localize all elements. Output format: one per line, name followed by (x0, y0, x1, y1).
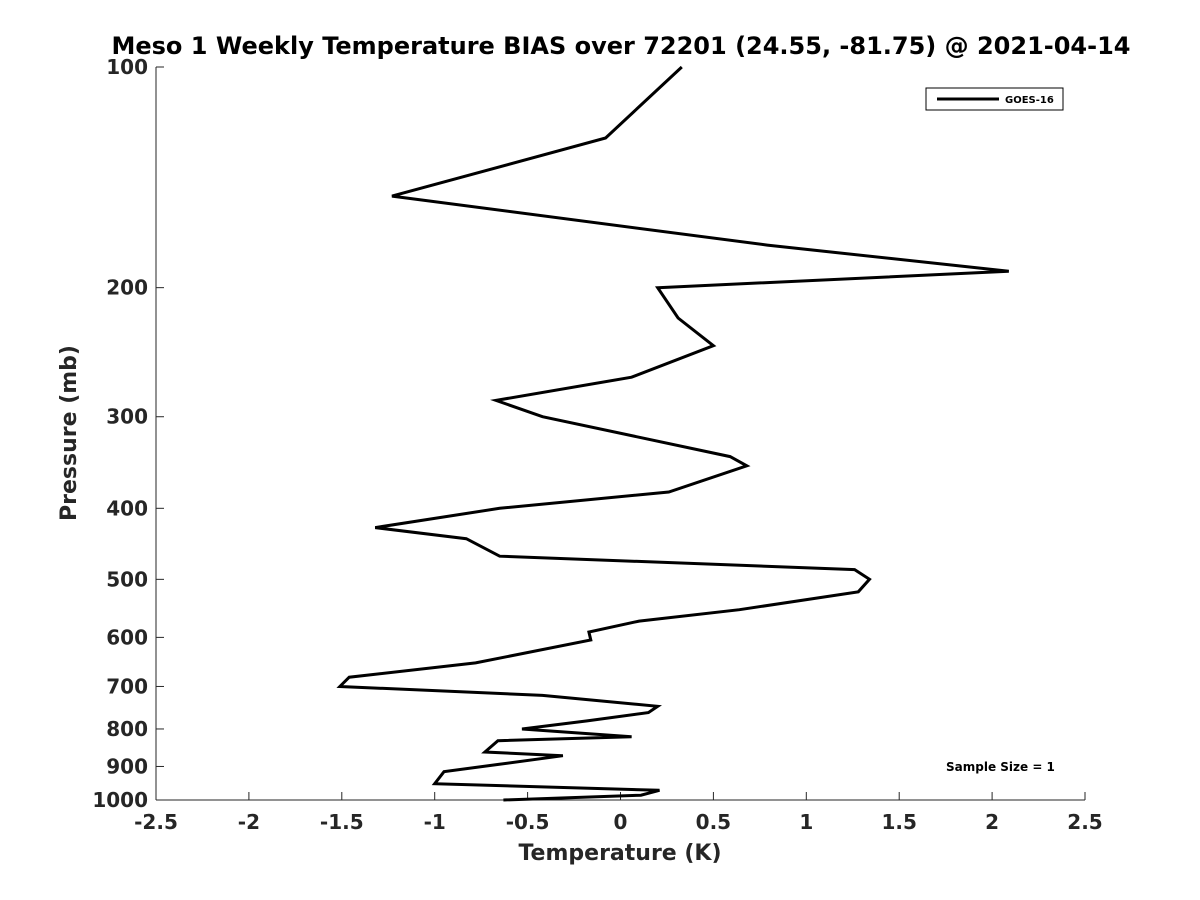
y-axis-label: Pressure (mb) (57, 345, 82, 521)
y-tick-label: 500 (106, 567, 148, 591)
y-tick-label: 200 (106, 276, 148, 300)
x-tick-label: 2.5 (1067, 810, 1102, 834)
y-tick-label: 600 (106, 625, 148, 649)
x-tick-label: -2 (238, 810, 260, 834)
legend: GOES-16 (925, 87, 1064, 111)
y-tick-label: 400 (106, 496, 148, 520)
y-tick-label: 900 (106, 754, 148, 778)
x-tick-label: -0.5 (506, 810, 550, 834)
x-tick-label: -2.5 (134, 810, 178, 834)
y-ticks: 100 200 300 400 500 600 700 800 900 1000 (92, 55, 164, 812)
x-tick-label: 2 (985, 810, 999, 834)
legend-label-goes-16: GOES-16 (1005, 95, 1054, 106)
x-tick-label: 0.5 (696, 810, 731, 834)
chart-title: Meso 1 Weekly Temperature BIAS over 7220… (111, 32, 1130, 60)
x-tick-label: 1 (799, 810, 813, 834)
sample-size-annotation: Sample Size = 1 (946, 760, 1055, 774)
series-group (336, 65, 1009, 802)
x-tick-label: 0 (614, 810, 628, 834)
y-tick-label: 100 (106, 55, 148, 79)
x-axis-label: Temperature (K) (518, 841, 721, 866)
y-tick-label: 800 (106, 717, 148, 741)
x-tick-label: 1.5 (881, 810, 916, 834)
y-tick-label: 300 (106, 405, 148, 429)
x-tick-label: -1.5 (320, 810, 364, 834)
x-ticks: -2.5 -2 -1.5 -1 -0.5 0 0.5 1 1.5 2 2.5 (134, 792, 1103, 834)
y-tick-label: 700 (106, 674, 148, 698)
series-line-goes-16 (336, 65, 1009, 802)
x-tick-label: -1 (424, 810, 446, 834)
y-tick-label: 1000 (92, 788, 148, 812)
